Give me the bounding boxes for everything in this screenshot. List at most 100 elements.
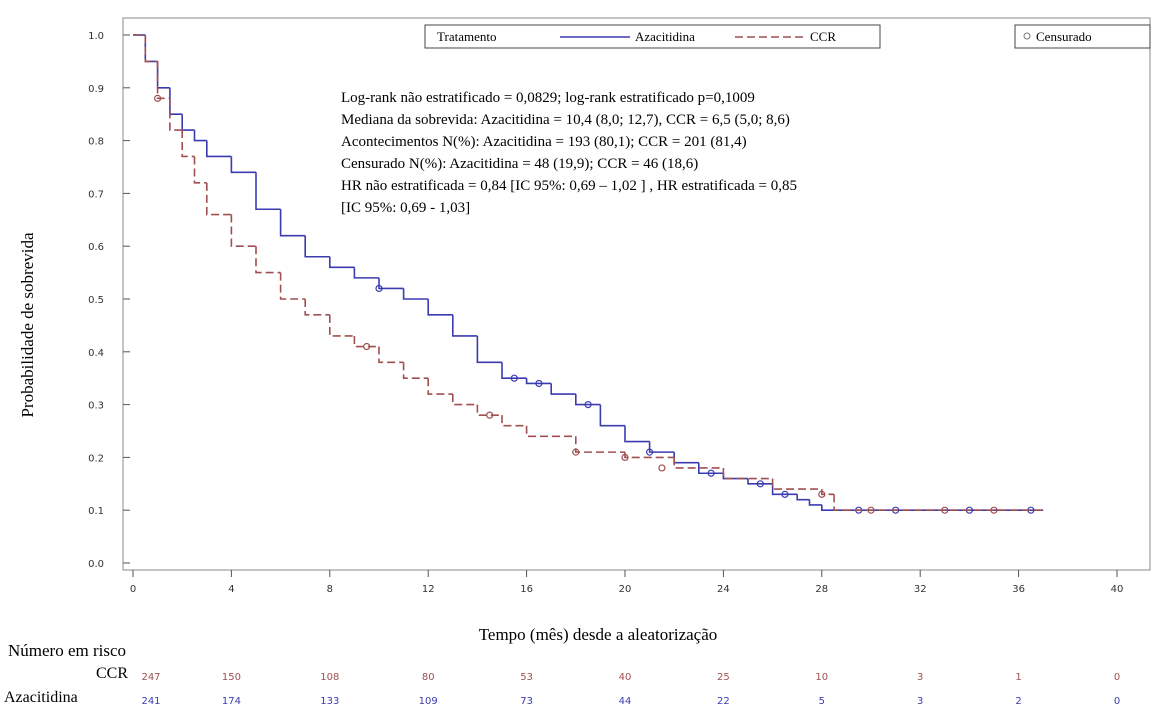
censor-mark bbox=[375, 284, 383, 293]
survival-step bbox=[193, 156, 207, 184]
censor-mark bbox=[707, 469, 715, 477]
censor-mark bbox=[658, 464, 666, 472]
legend-title: Tratamento bbox=[437, 29, 496, 44]
y-tick-label: 1.0 bbox=[88, 31, 104, 42]
survival-step bbox=[353, 267, 379, 279]
risk-count: 247 bbox=[141, 672, 160, 683]
survival-step bbox=[575, 436, 625, 453]
annotation: HR não estratificada = 0,84 [IC 95%: 0,6… bbox=[341, 178, 797, 194]
annotation: [IC 95%: 0,69 - 1,03] bbox=[341, 200, 470, 216]
survival-step bbox=[206, 182, 232, 216]
censor-mark bbox=[510, 374, 518, 382]
survival-step bbox=[501, 415, 527, 427]
censored-legend-marker bbox=[1023, 32, 1031, 40]
survival-step bbox=[427, 378, 453, 395]
y-tick-label: 0.0 bbox=[88, 559, 104, 570]
censor-mark bbox=[645, 448, 654, 456]
risk-count: 2 bbox=[1015, 696, 1021, 707]
survival-step bbox=[525, 425, 576, 438]
survival-step bbox=[255, 172, 281, 211]
survival-step bbox=[698, 462, 724, 475]
survival-step bbox=[353, 335, 379, 348]
censor-mark bbox=[867, 506, 875, 514]
censor-mark bbox=[363, 342, 371, 351]
censor-mark bbox=[756, 480, 764, 488]
survival-step bbox=[525, 378, 552, 385]
censored-legend-box bbox=[1014, 24, 1151, 49]
x-tick-label: 36 bbox=[1012, 584, 1025, 595]
risk-count: 80 bbox=[422, 672, 435, 683]
survival-step bbox=[771, 483, 798, 496]
annotation: Censurado N(%): Azacitidina = 48 (19,9);… bbox=[341, 156, 698, 172]
risk-count: 5 bbox=[819, 696, 825, 707]
risk-count: 22 bbox=[717, 696, 730, 707]
censor-mark bbox=[941, 506, 949, 514]
risk-count: 174 bbox=[222, 696, 241, 707]
survival-step bbox=[193, 130, 207, 142]
survival-step bbox=[378, 346, 404, 364]
risk-count: 53 bbox=[520, 672, 533, 683]
risk-count: 150 bbox=[222, 672, 241, 683]
censored-legend-label: Censurado bbox=[1036, 29, 1092, 44]
survival-step bbox=[230, 214, 256, 247]
censor-mark bbox=[621, 453, 629, 461]
legend-label: Azacitidina bbox=[635, 29, 695, 44]
x-tick-label: 20 bbox=[619, 584, 632, 595]
risk-count: 10 bbox=[815, 672, 828, 683]
censor-mark bbox=[154, 94, 162, 102]
survival-step bbox=[304, 235, 330, 258]
y-tick-label: 0.4 bbox=[88, 348, 104, 359]
survival-step bbox=[599, 404, 625, 427]
survival-step bbox=[279, 209, 306, 237]
risk-count: 3 bbox=[917, 672, 923, 683]
annotation: Acontecimentos N(%): Azacitidina = 193 (… bbox=[341, 134, 747, 150]
survival-step bbox=[747, 478, 773, 485]
survival-step bbox=[452, 394, 478, 406]
x-tick-label: 32 bbox=[914, 584, 927, 595]
risk-count: 241 bbox=[141, 696, 160, 707]
survival-step bbox=[206, 140, 232, 158]
y-tick-label: 0.7 bbox=[88, 189, 104, 200]
survival-step bbox=[402, 362, 429, 379]
survival-step bbox=[624, 425, 650, 443]
survival-step bbox=[144, 35, 158, 63]
x-tick-label: 16 bbox=[520, 584, 533, 595]
survival-step bbox=[808, 499, 822, 506]
y-tick-label: 0.3 bbox=[88, 401, 104, 412]
survival-step bbox=[673, 452, 699, 464]
survival-step bbox=[476, 404, 502, 416]
risk-count: 0 bbox=[1114, 696, 1120, 707]
x-tick-label: 0 bbox=[130, 584, 136, 595]
risk-count: 1 bbox=[1015, 672, 1021, 683]
survival-step bbox=[722, 467, 773, 480]
risk-count: 0 bbox=[1114, 672, 1120, 683]
plot-frame bbox=[122, 17, 1151, 571]
survival-step bbox=[181, 114, 195, 131]
risk-count: 73 bbox=[520, 696, 533, 707]
y-tick-label: 0.8 bbox=[88, 137, 104, 148]
censor-mark bbox=[486, 411, 494, 419]
x-tick-label: 24 bbox=[717, 584, 730, 595]
censor-mark bbox=[535, 379, 543, 388]
risk-count: 44 bbox=[619, 696, 632, 707]
survival-step bbox=[427, 299, 453, 316]
survival-step bbox=[575, 394, 601, 406]
survival-step bbox=[230, 156, 256, 174]
x-tick-label: 28 bbox=[815, 584, 828, 595]
survival-step bbox=[648, 441, 675, 453]
y-axis-label: Probabilidade de sobrevida bbox=[18, 232, 37, 418]
y-tick-label: 0.5 bbox=[88, 295, 104, 306]
risk-count: 108 bbox=[320, 672, 339, 683]
y-tick-label: 0.2 bbox=[88, 453, 104, 464]
survival-step bbox=[378, 277, 404, 290]
risk-row-label: CCR bbox=[96, 665, 128, 682]
survival-step bbox=[673, 457, 724, 469]
survival-step bbox=[156, 61, 170, 100]
survival-step bbox=[156, 61, 170, 89]
risk-count: 109 bbox=[419, 696, 438, 707]
risk-count: 25 bbox=[717, 672, 730, 683]
survival-step bbox=[476, 335, 502, 364]
survival-step bbox=[329, 314, 355, 337]
y-tick-label: 0.1 bbox=[88, 506, 104, 517]
